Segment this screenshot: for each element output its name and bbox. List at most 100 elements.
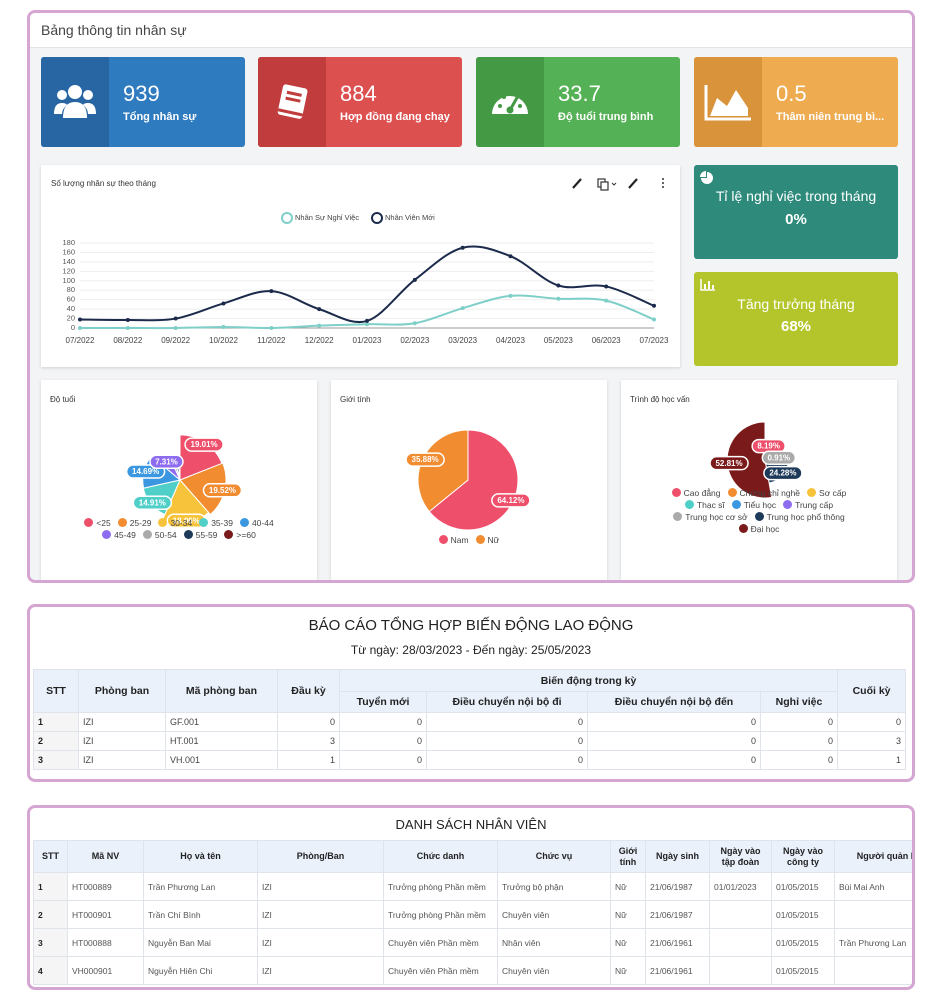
legend-label: Nam (450, 535, 469, 545)
legend-item: 50-54 (142, 530, 177, 540)
line-point (556, 296, 561, 301)
employee-cell: Nhân viên (497, 928, 611, 957)
icon-shape (57, 90, 67, 100)
kpi-value: 0.5 (776, 81, 807, 106)
icon-shape (700, 171, 713, 184)
employee-cell: Nữ (610, 900, 646, 929)
report-cell: GF.001 (165, 712, 278, 732)
toolbar-shape (628, 178, 638, 189)
report-cell: HT.001 (165, 731, 278, 751)
employee-row: 4 VH000901 Nguyễn Hiên Chi IZI Chuyên viên P… (33, 956, 912, 985)
column-header: Ngày vào công ty (771, 840, 835, 873)
y-tick-label: 40 (67, 304, 75, 313)
icon-shape (701, 172, 713, 184)
legend-label: Nhân Viên Mới (385, 213, 435, 222)
line-point (173, 326, 178, 330)
report-cell: VH.001 (165, 750, 278, 770)
legend-item: <25 (84, 518, 111, 528)
employee-cell: 01/05/2015 (771, 900, 835, 929)
legend-marker (371, 212, 383, 224)
line-point (221, 301, 226, 306)
employee-cell: 01/05/2015 (771, 872, 835, 901)
legend-label: Chứng chỉ nghề (739, 488, 801, 498)
column-header: Mã phòng ban (165, 669, 278, 713)
column-header: Ngày sinh (645, 840, 710, 873)
column-header: Họ và tên (143, 840, 258, 873)
employee-cell: Chuyên viên (497, 900, 611, 929)
employee-cell: IZI (257, 900, 384, 929)
employee-cell: 4 (33, 956, 68, 985)
kpi-icon (258, 57, 326, 147)
line-chart: Số lượng nhân sự theo tháng0204060801001… (51, 178, 669, 345)
line-point (556, 283, 561, 288)
toolbar-edit[interactable] (628, 178, 638, 189)
chart-title: Số lượng nhân sự theo tháng (51, 179, 156, 188)
y-tick-label: 140 (62, 257, 75, 266)
report-cell: 0 (277, 712, 340, 732)
legend: Cao đẳng Chứng chỉ nghề Sơ cấp Thạc sĩ Tiểu … (659, 488, 859, 534)
y-tick-label: 100 (62, 276, 75, 285)
legend-dot (673, 512, 683, 521)
icon-shape (63, 102, 87, 118)
column-header: STT (33, 840, 68, 873)
kpi-value: 33.7 (558, 81, 601, 106)
toolbar-brush[interactable] (572, 178, 582, 189)
employee-cell: Trần Phương Lan (143, 872, 258, 901)
legend-item: Sơ cấp (807, 488, 846, 498)
icon-shape (712, 285, 714, 289)
pie-card: Giới tính 64.12% 35.88% Nam Nữ (331, 380, 607, 580)
report-cell: IZI (78, 731, 166, 751)
legend-label: Nữ (487, 535, 500, 545)
legend-label: 45-49 (114, 530, 136, 540)
legend-label: Trung học phổ thông (766, 512, 845, 522)
x-tick-label: 01/2023 (353, 336, 382, 345)
legend-item: Nam (438, 535, 469, 545)
value-label: 8.19% (757, 442, 780, 451)
report-cell: 1 (837, 750, 907, 770)
chart-title: Giới tính (340, 395, 371, 404)
employee-cell: 01/05/2015 (771, 956, 835, 985)
legend-dot (84, 518, 94, 527)
icon-shape (492, 95, 528, 114)
line-point (269, 326, 274, 330)
employee-cell: Nguyễn Hiên Chi (143, 956, 258, 985)
employee-cell: Nữ (610, 872, 646, 901)
legend: Nam Nữ (369, 535, 569, 545)
pie-card: Trình độ học vấn 8.19% 0.91% 24.28% 52.81% Ca… (621, 380, 897, 580)
legend-item: 35-39 (199, 518, 233, 528)
legend-dot (142, 530, 152, 539)
legend-label: Đại học (750, 524, 780, 534)
employee-cell: 01/01/2023 (709, 872, 772, 901)
icon-shape (704, 85, 751, 121)
report-cell: 0 (759, 712, 839, 732)
line-point (125, 326, 130, 330)
toolbar-copy[interactable] (597, 178, 617, 191)
legend-dot (224, 530, 234, 539)
employee-cell: Trần Chí Bình (143, 900, 258, 929)
legend-item: Đại học (738, 524, 780, 534)
legend-label: 50-54 (154, 530, 177, 540)
icon-shape (518, 104, 522, 108)
employee-title: DANH SÁCH NHÂN VIÊN (395, 817, 547, 832)
line-point (604, 298, 609, 303)
stat-card: Tăng trưởng tháng 68% (694, 272, 898, 366)
icon-shape (277, 84, 308, 119)
icon-shape (54, 85, 96, 118)
legend-dot (239, 518, 249, 527)
legend-item: Thạc sĩ (684, 500, 725, 510)
icon-shape (54, 85, 96, 118)
employee-cell: Trưởng phòng Phần mềm (383, 900, 498, 929)
toolbar-shape (611, 182, 617, 186)
employee-cell: 01/05/2015 (771, 928, 835, 957)
stat-value: 0% (785, 211, 807, 228)
report-cell: 3 (33, 750, 79, 770)
legend-item: 25-29 (117, 518, 151, 528)
column-header: STT (33, 669, 79, 713)
employee-cell: 2 (33, 900, 68, 929)
toolbar-more[interactable] (662, 178, 664, 188)
report-cell: IZI (78, 750, 166, 770)
legend-marker (281, 212, 293, 224)
chart-title: Trình độ học vấn (630, 395, 690, 404)
kpi-value: 939 (123, 81, 160, 106)
